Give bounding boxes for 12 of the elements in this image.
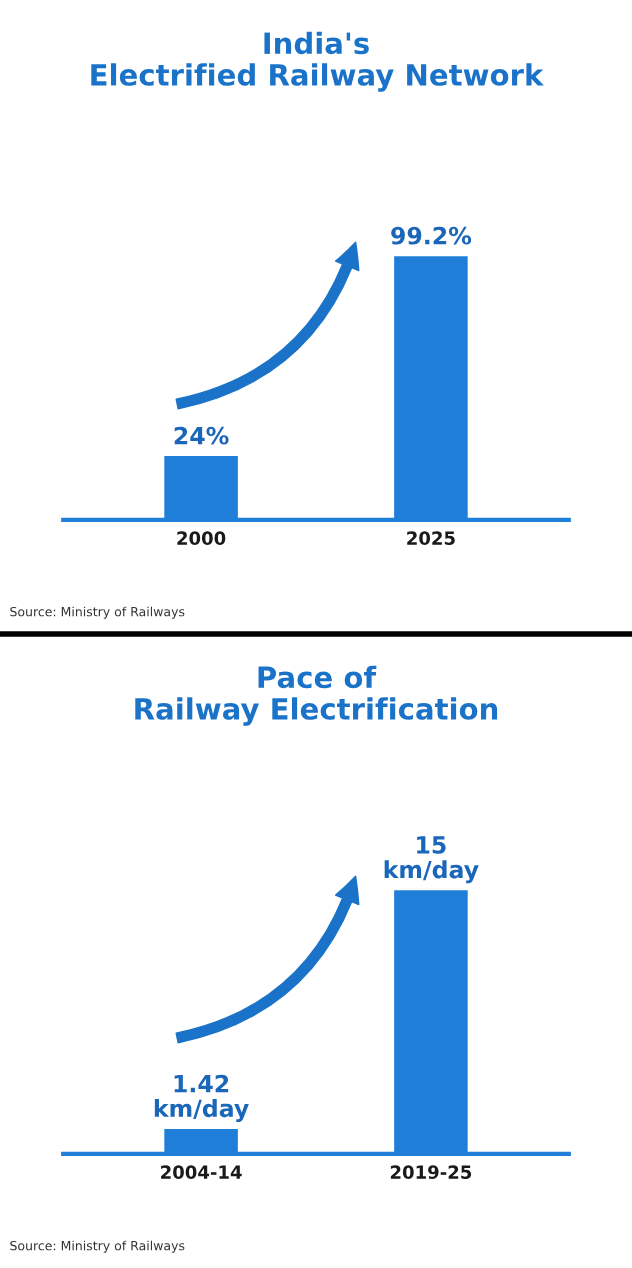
source-note: Source: Ministry of Railways xyxy=(10,606,185,619)
x-tick-label: 2025 xyxy=(407,531,455,545)
data-label: 24% xyxy=(174,426,229,445)
chart-title: India's Electrified Railway Network xyxy=(91,31,544,92)
chart-title: Pace of Railway Electrification xyxy=(135,665,498,726)
x-tick-label: 2000 xyxy=(177,531,226,545)
x-tick-label: 2019-25 xyxy=(390,1165,472,1179)
x-tick-label: 2004-14 xyxy=(161,1165,242,1179)
data-label: 1.42 km/day xyxy=(154,1074,249,1122)
data-label: 15 km/day xyxy=(384,836,479,884)
data-label: 99.2% xyxy=(391,226,472,245)
source-note: Source: Ministry of Railways xyxy=(10,1240,185,1253)
